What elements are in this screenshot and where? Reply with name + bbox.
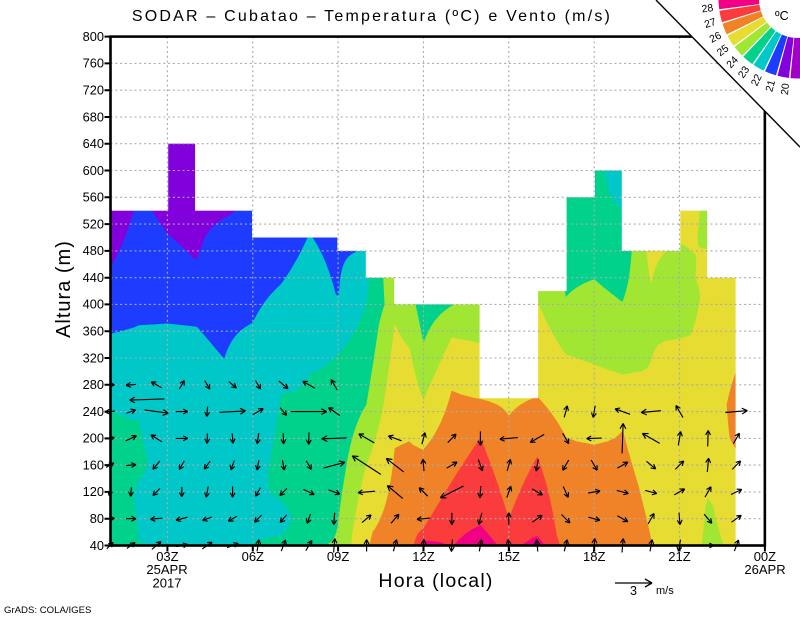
svg-text:360: 360 (83, 324, 104, 339)
svg-text:26APR: 26APR (744, 562, 785, 577)
svg-text:21: 21 (763, 79, 778, 94)
svg-text:27: 27 (703, 16, 718, 31)
svg-text:12Z: 12Z (412, 549, 434, 564)
svg-text:120: 120 (83, 484, 104, 499)
svg-text:25APR: 25APR (146, 562, 187, 577)
svg-text:2017: 2017 (153, 576, 182, 591)
svg-text:GrADS: COLA/IGES: GrADS: COLA/IGES (4, 605, 91, 616)
svg-text:28: 28 (701, 2, 714, 16)
svg-text:200: 200 (83, 431, 104, 446)
svg-text:560: 560 (83, 190, 104, 205)
svg-text:160: 160 (83, 457, 104, 472)
svg-text:Hora (local): Hora (local) (378, 570, 493, 592)
svg-text:23: 23 (736, 64, 753, 81)
svg-text:m/s: m/s (656, 585, 674, 597)
svg-text:80: 80 (90, 511, 104, 526)
svg-text:720: 720 (83, 83, 104, 98)
svg-text:800: 800 (83, 29, 104, 44)
svg-text:03Z: 03Z (156, 549, 178, 564)
svg-text:400: 400 (83, 297, 104, 312)
svg-text:640: 640 (83, 136, 104, 151)
svg-text:09Z: 09Z (327, 549, 349, 564)
svg-text:ºC: ºC (775, 9, 789, 23)
svg-text:15Z: 15Z (498, 549, 520, 564)
svg-text:21Z: 21Z (668, 549, 690, 564)
svg-text:480: 480 (83, 243, 104, 258)
svg-text:20: 20 (779, 83, 792, 96)
svg-text:22: 22 (749, 72, 765, 88)
svg-text:Altura (m): Altura (m) (53, 240, 75, 338)
svg-text:760: 760 (83, 56, 104, 71)
svg-text:440: 440 (83, 270, 104, 285)
svg-text:40: 40 (90, 538, 104, 553)
svg-text:18Z: 18Z (583, 549, 605, 564)
svg-text:SODAR – Cubatao – Temperatura: SODAR – Cubatao – Temperatura (ºC) e Ven… (132, 8, 612, 25)
svg-text:00Z: 00Z (754, 549, 776, 564)
svg-text:3: 3 (630, 584, 637, 598)
svg-text:26: 26 (708, 30, 724, 46)
svg-text:520: 520 (83, 216, 104, 231)
svg-text:680: 680 (83, 109, 104, 124)
svg-text:06Z: 06Z (242, 549, 264, 564)
svg-text:240: 240 (83, 404, 104, 419)
svg-text:320: 320 (83, 350, 104, 365)
svg-text:280: 280 (83, 377, 104, 392)
svg-text:600: 600 (83, 163, 104, 178)
